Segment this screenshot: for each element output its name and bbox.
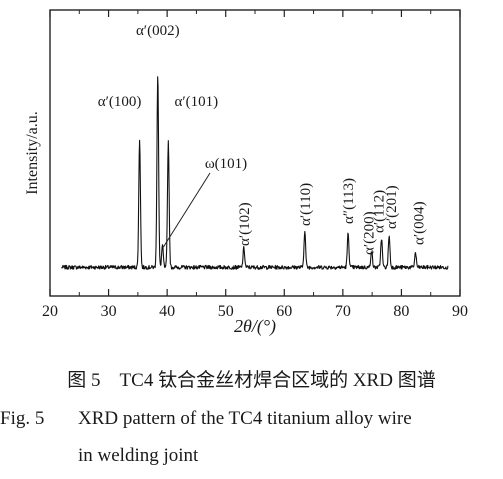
caption-english-line2: in welding joint bbox=[78, 445, 199, 466]
annotation-a200: α′(200) bbox=[362, 211, 378, 255]
plot-frame bbox=[49, 9, 461, 297]
x-tick-label: 80 bbox=[393, 303, 409, 320]
annotation-a004: α′(004) bbox=[411, 201, 427, 245]
x-tick-label: 50 bbox=[218, 303, 234, 320]
xrd-pattern-line bbox=[61, 76, 449, 270]
annotation-a101: α′(101) bbox=[174, 94, 218, 110]
annotation-a102: α′(102) bbox=[237, 202, 253, 246]
annotation-a201: α′(201) bbox=[384, 185, 400, 229]
x-axis-label: 2θ/(°) bbox=[234, 316, 276, 337]
annotation-a002: α′(002) bbox=[136, 23, 180, 39]
annotation-a112: α′(112) bbox=[372, 190, 388, 233]
annotation-a110: α′(110) bbox=[298, 183, 314, 226]
caption-english-text: XRD pattern of the TC4 titanium alloy wi… bbox=[78, 408, 412, 429]
annotation-w101: ω(101) bbox=[205, 156, 247, 172]
annotation-w101-leader bbox=[163, 172, 211, 248]
caption-chinese: 图 5 TC4 钛合金丝材焊合区域的 XRD 图谱 bbox=[67, 370, 436, 391]
x-tick-label: 30 bbox=[101, 303, 117, 320]
x-tick-label: 60 bbox=[276, 303, 292, 320]
x-tick-label: 90 bbox=[452, 303, 468, 320]
caption-figure-number: Fig. 5 bbox=[0, 408, 45, 429]
y-axis-label: Intensity/a.u. bbox=[24, 111, 41, 195]
annotation-a113: α″(113) bbox=[341, 178, 357, 224]
x-tick-label: 70 bbox=[335, 303, 351, 320]
xrd-chart: 20 30 40 50 60 70 80 90 2θ/(°) Intensity/a.u. α′(1… bbox=[24, 9, 468, 337]
x-tick-label: 20 bbox=[42, 303, 58, 320]
caption-english-line1: Fig. 5 XRD pattern of the TC4 titanium al… bbox=[0, 408, 412, 430]
annotation-a100: α′(100) bbox=[98, 94, 142, 110]
x-tick-label: 40 bbox=[159, 303, 175, 320]
